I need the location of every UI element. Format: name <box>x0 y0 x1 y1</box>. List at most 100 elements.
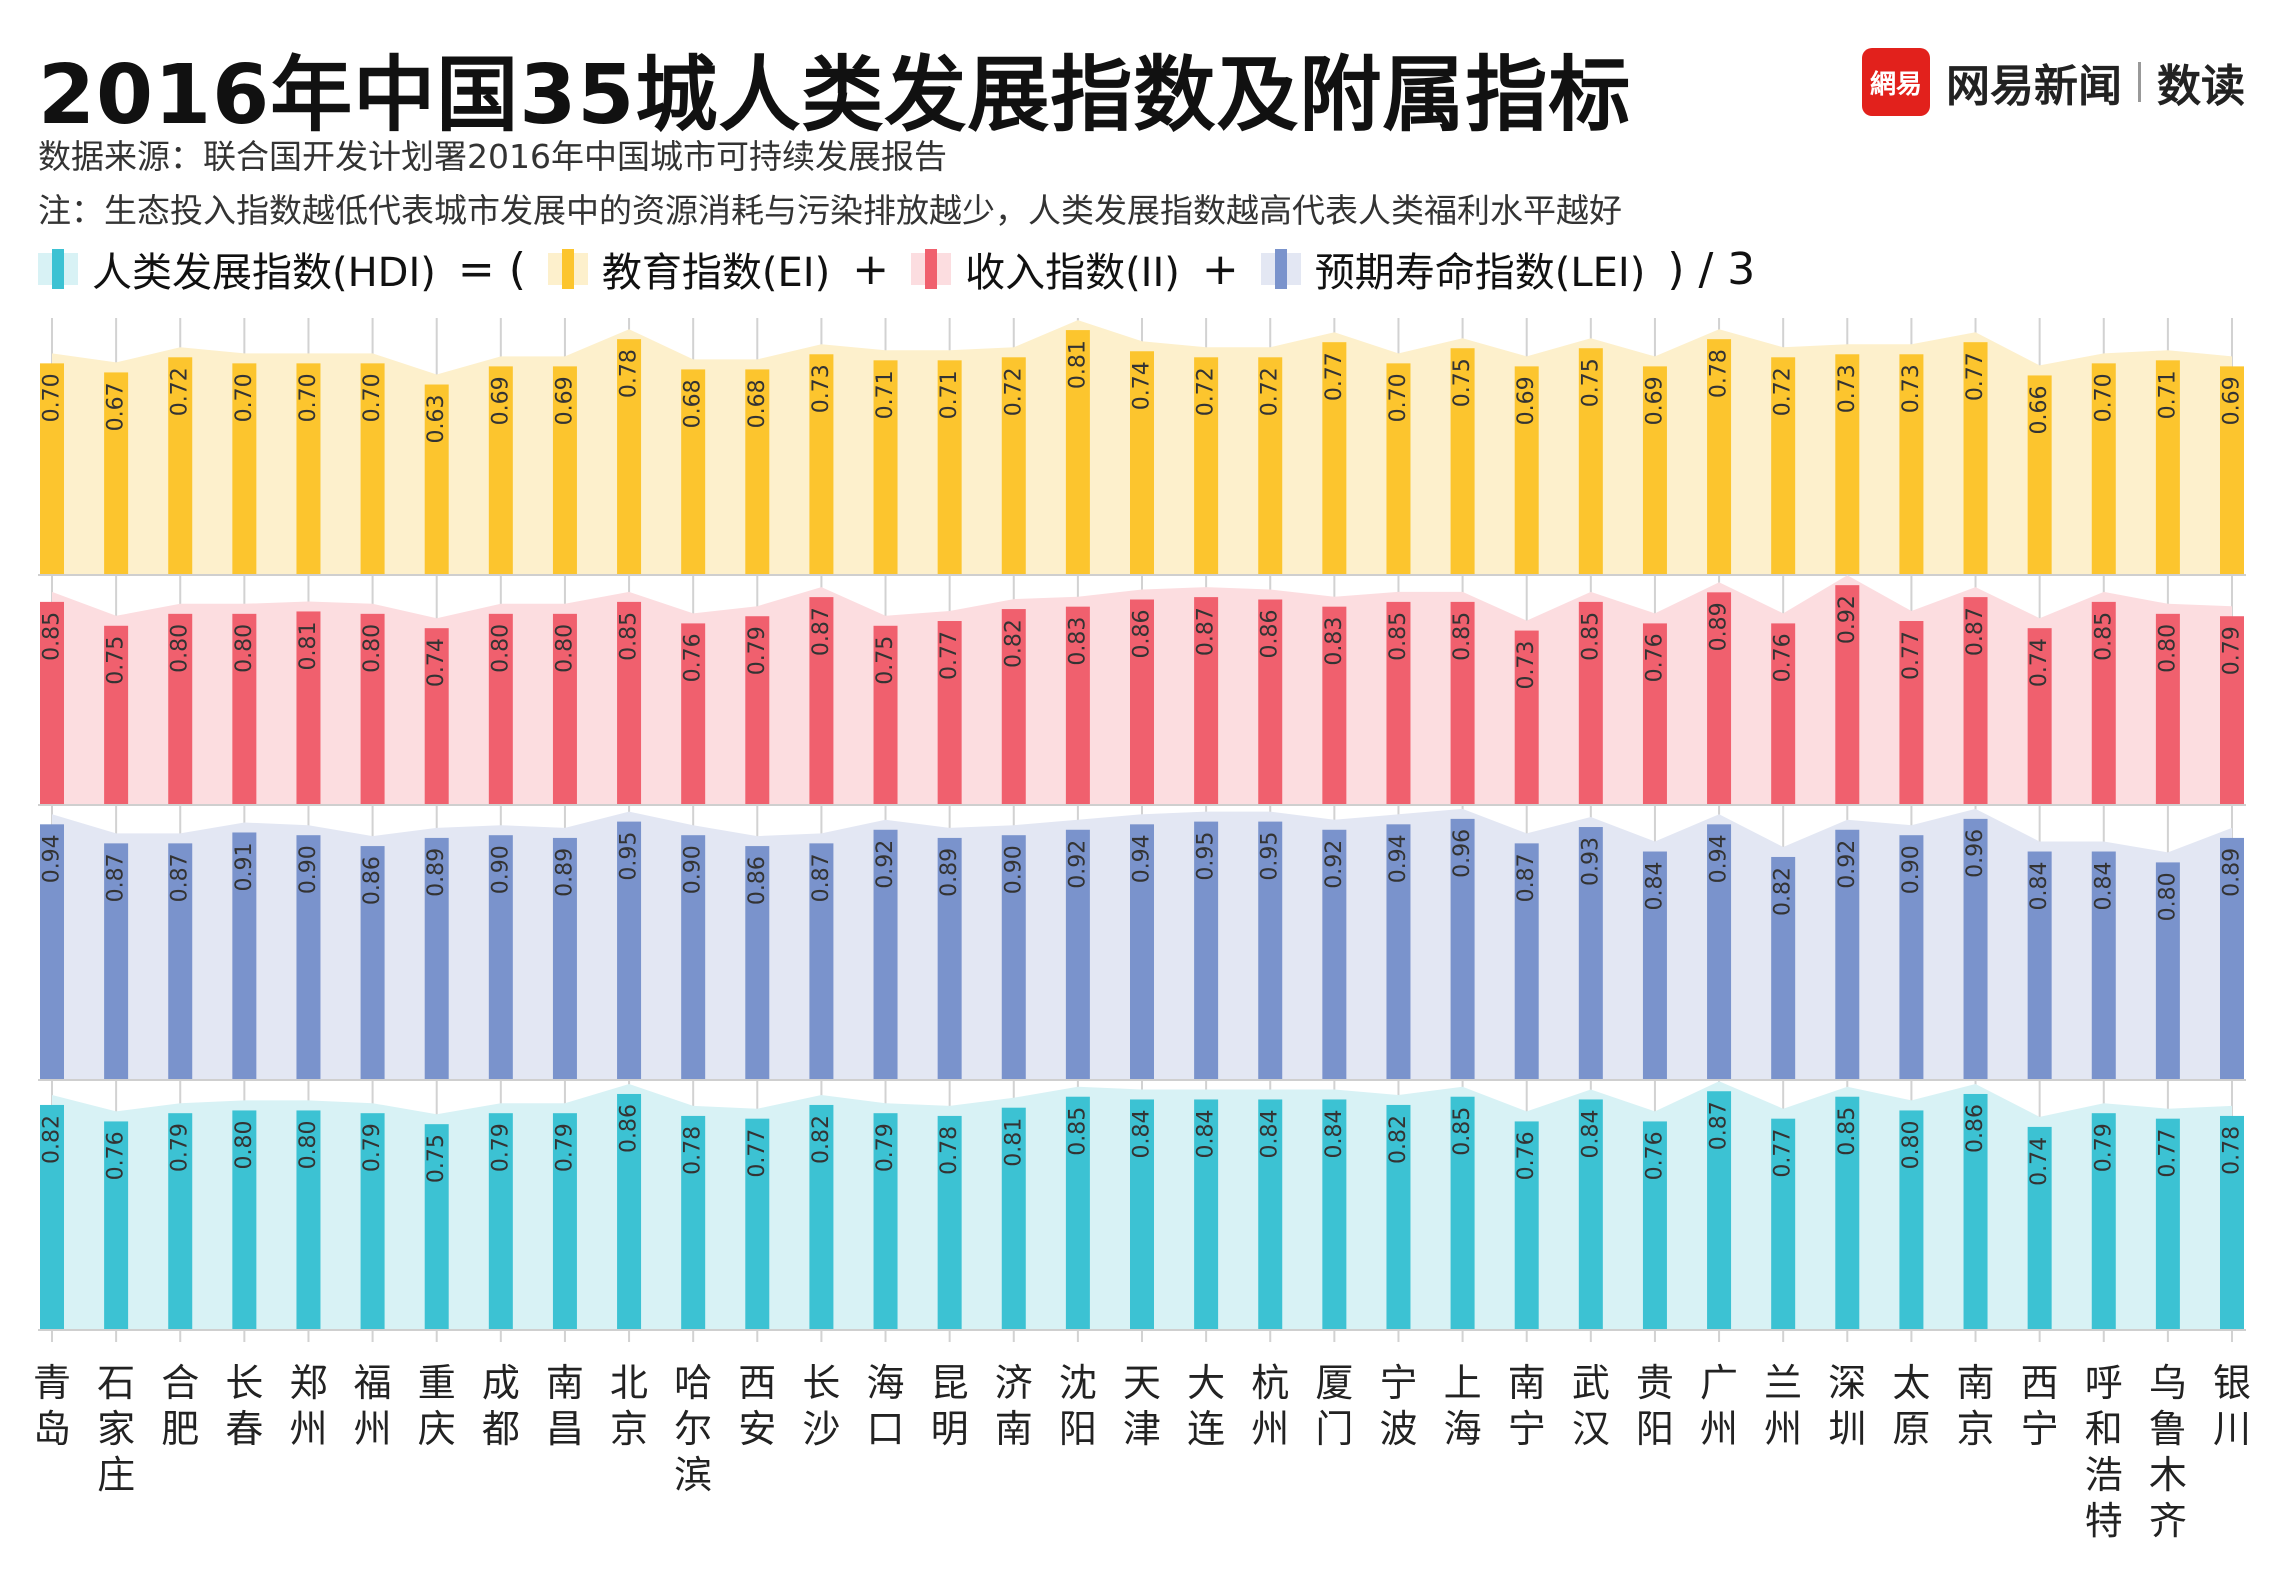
hdi-value-label-厦门: 0.84 <box>1322 1109 1347 1158</box>
legend-hdi-label: 人类发展指数(HDI) <box>92 250 436 296</box>
hdi-bar-兰州 <box>1771 1118 1796 1330</box>
hdi-bar-南昌 <box>552 1113 577 1330</box>
lei-bar-太原 <box>1899 835 1924 1080</box>
category-label-乌鲁木齐: 鲁 <box>2149 1407 2187 1451</box>
category-label-广州: 广 <box>1700 1361 1738 1405</box>
category-label-大连: 连 <box>1187 1407 1225 1451</box>
category-label-呼和浩特: 浩 <box>2085 1453 2123 1497</box>
hdi-value-label-武汉: 0.84 <box>1578 1109 1603 1158</box>
ii-value-label-昆明: 0.77 <box>937 631 962 680</box>
ii-value-label-成都: 0.80 <box>488 624 513 673</box>
hdi-bar-福州 <box>360 1113 385 1330</box>
ei-value-label-福州: 0.70 <box>360 373 385 422</box>
ii-value-label-宁波: 0.85 <box>1386 612 1411 661</box>
legend-ii-label: 收入指数(II) <box>965 250 1180 296</box>
ii-bar-武汉 <box>1578 601 1603 805</box>
legend-plus: + <box>1201 243 1239 295</box>
hdi-value-label-兰州: 0.77 <box>1771 1129 1796 1178</box>
ei-bar-厦门 <box>1322 342 1347 575</box>
lei-value-label-哈尔滨: 0.90 <box>681 845 706 894</box>
hdi-value-label-南宁: 0.76 <box>1514 1131 1539 1180</box>
page-title: 2016年中国35城人类发展指数及附属指标 <box>38 48 1632 143</box>
category-label-杭州: 杭 <box>1251 1361 1289 1405</box>
category-label-济南: 济 <box>995 1361 1033 1405</box>
ii-value-label-贵阳: 0.76 <box>1642 633 1667 682</box>
ii-bar-贵阳 <box>1642 623 1667 805</box>
lei-value-label-昆明: 0.89 <box>937 848 962 897</box>
footnote: 注：生态投入指数越低代表城市发展中的资源消耗与污染排放越少，人类发展指数越高代表… <box>38 191 1622 230</box>
lei-value-label-厦门: 0.92 <box>1322 840 1347 889</box>
lei-value-label-大连: 0.95 <box>1194 832 1219 881</box>
ei-value-label-南宁: 0.69 <box>1514 376 1539 425</box>
hdi-bar-郑州 <box>296 1110 321 1330</box>
ei-bar-北京 <box>617 339 642 575</box>
lei-value-label-上海: 0.96 <box>1450 829 1475 878</box>
hdi-bar-青岛 <box>40 1104 64 1330</box>
hdi-bar-呼和浩特 <box>2091 1113 2116 1330</box>
category-label-长沙: 沙 <box>802 1407 840 1451</box>
lei-value-label-海口: 0.92 <box>873 840 898 889</box>
ii-value-label-杭州: 0.86 <box>1258 610 1283 659</box>
ii-bar-长沙 <box>809 597 834 805</box>
category-label-北京: 北 <box>610 1361 648 1405</box>
hdi-value-label-杭州: 0.84 <box>1258 1109 1283 1158</box>
hdi-value-label-青岛: 0.82 <box>40 1115 65 1164</box>
brand-name: 网易新闻 <box>1946 61 2122 112</box>
ii-bar-上海 <box>1450 601 1475 805</box>
ei-bar-宁波 <box>1386 363 1411 575</box>
ii-value-label-太原: 0.77 <box>1899 631 1924 680</box>
category-label-西安: 西 <box>738 1361 776 1405</box>
category-label-海口: 口 <box>867 1407 905 1451</box>
hdi-bar-重庆 <box>424 1124 449 1330</box>
ii-bar-杭州 <box>1258 599 1283 805</box>
category-label-深圳: 深 <box>1828 1361 1866 1405</box>
hdi-value-label-乌鲁木齐: 0.77 <box>2155 1129 2180 1178</box>
ii-bar-成都 <box>488 613 513 805</box>
category-label-郑州: 州 <box>289 1407 327 1451</box>
ei-value-label-宁波: 0.70 <box>1386 373 1411 422</box>
ii-bar-青岛 <box>40 601 64 805</box>
category-label-沈阳: 阳 <box>1059 1407 1097 1451</box>
hdi-value-label-太原: 0.80 <box>1899 1120 1924 1169</box>
ei-value-label-厦门: 0.77 <box>1322 352 1347 401</box>
ii-bar-沈阳 <box>1065 606 1090 805</box>
hdi-value-label-郑州: 0.80 <box>296 1120 321 1169</box>
ii-bar-济南 <box>1001 609 1026 805</box>
ii-bar-大连 <box>1194 597 1219 805</box>
lei-bar-西宁 <box>2027 851 2052 1080</box>
category-label-宁波: 宁 <box>1379 1361 1417 1405</box>
lei-bar-贵阳 <box>1642 851 1667 1080</box>
category-label-沈阳: 沈 <box>1059 1361 1097 1405</box>
category-label-厦门: 厦 <box>1315 1361 1353 1405</box>
ii-value-label-南宁: 0.73 <box>1514 641 1539 690</box>
ei-value-label-银川: 0.69 <box>2220 376 2245 425</box>
ei-value-label-长沙: 0.73 <box>809 364 834 413</box>
lei-bar-合肥 <box>168 843 193 1080</box>
lei-bar-海口 <box>873 829 898 1080</box>
category-label-西安: 安 <box>738 1407 776 1451</box>
ii-value-label-北京: 0.85 <box>617 612 642 661</box>
ii-value-label-南昌: 0.80 <box>552 624 577 673</box>
legend-ei: 教育指数(EI) <box>547 240 830 298</box>
ii-value-label-呼和浩特: 0.85 <box>2091 612 2116 661</box>
legend-close: ) / 3 <box>1667 243 1756 295</box>
ei-bar-福州 <box>360 363 385 575</box>
lei-bar-天津 <box>1130 824 1154 1080</box>
hdi-bar-深圳 <box>1835 1096 1860 1330</box>
ii-value-label-石家庄: 0.75 <box>104 636 129 685</box>
lei-bar-南京 <box>1963 818 1988 1080</box>
ii-value-label-乌鲁木齐: 0.80 <box>2155 624 2180 673</box>
ei-bar-昆明 <box>937 360 962 575</box>
category-label-南宁: 宁 <box>1508 1407 1546 1451</box>
ii-value-label-西宁: 0.74 <box>2027 638 2052 687</box>
hdi-value-label-大连: 0.84 <box>1194 1109 1219 1158</box>
ei-value-label-昆明: 0.71 <box>937 370 962 419</box>
ei-bar-广州 <box>1707 339 1732 575</box>
lei-bar-武汉 <box>1578 827 1603 1080</box>
category-label-南昌: 昌 <box>546 1407 584 1451</box>
category-label-长沙: 长 <box>802 1361 840 1405</box>
brand-sub: 数读 <box>2157 61 2245 112</box>
ii-bar-合肥 <box>168 613 193 805</box>
ii-bar-厦门 <box>1322 606 1347 805</box>
